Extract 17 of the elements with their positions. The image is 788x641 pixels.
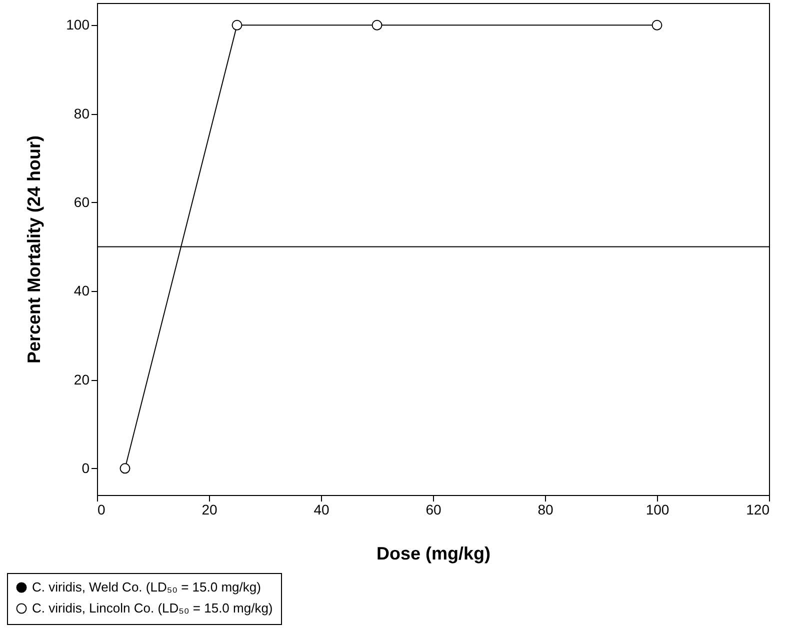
x-tick-label: 80 <box>538 502 554 518</box>
x-tick-label: 0 <box>98 502 106 518</box>
x-tick-label: 100 <box>646 502 670 518</box>
legend-label: C. viridis, Weld Co. (LD₅₀ = 15.0 mg/kg) <box>32 580 261 594</box>
y-tick-label: 80 <box>74 105 90 122</box>
x-tick-label: 40 <box>314 502 330 518</box>
y-tick-label: 100 <box>66 16 90 33</box>
x-tick-label: 120 <box>746 502 770 518</box>
y-axis-title: Percent Mortality (24 hour) <box>24 135 44 364</box>
y-tick-label: 60 <box>74 194 90 210</box>
y-tick-label: 20 <box>74 371 90 388</box>
x-tick-label: 60 <box>426 502 442 518</box>
y-tick-label: 40 <box>74 282 90 299</box>
x-tick-label: 20 <box>202 502 218 518</box>
legend-label: C. viridis, Lincoln Co. (LD₅₀ = 15.0 mg/kg) <box>32 600 273 616</box>
x-axis-title: Dose (mg/kg) <box>376 544 491 564</box>
y-tick-label: 0 <box>82 460 90 476</box>
